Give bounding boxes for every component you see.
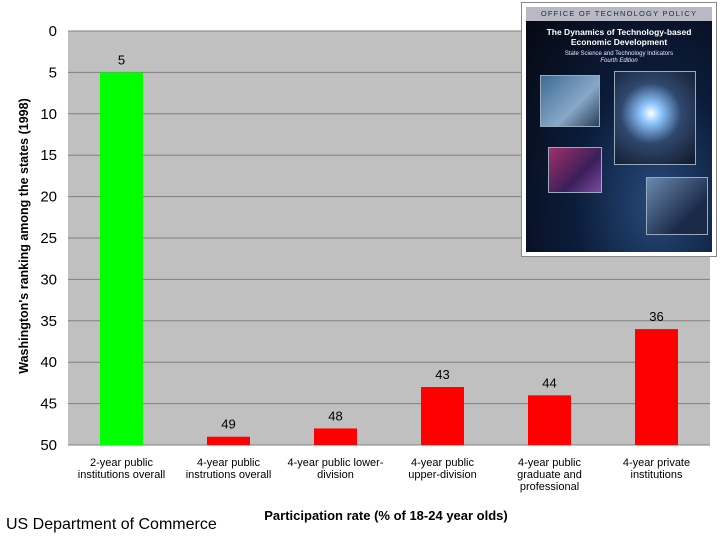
y-tick-labels: 0 5 10 15 20 25 30 35 40 45 50 xyxy=(40,23,57,454)
data-label: 49 xyxy=(221,417,235,432)
x-axis-title: Participation rate (% of 18-24 year olds… xyxy=(264,508,507,523)
y-tick-label: 20 xyxy=(40,189,57,206)
gridlines xyxy=(68,30,710,446)
y-tick-label: 40 xyxy=(40,354,57,371)
source-credit: US Department of Commerce xyxy=(6,516,217,533)
x-category-labels: 2-year public institutions overall 4-year … xyxy=(78,457,690,493)
x-category-label: 4-year public lower-division xyxy=(288,457,384,481)
cover-subtitle: State Science and Technology Indicators xyxy=(564,51,674,57)
x-category-label: 4-year public instrutions overall xyxy=(186,457,272,481)
bar xyxy=(100,72,143,446)
y-tick-label: 5 xyxy=(49,64,57,81)
data-label: 5 xyxy=(118,52,125,67)
y-axis-title: Washington's ranking among the states (1… xyxy=(17,98,31,373)
cover-edition: Fourth Edition xyxy=(600,58,638,64)
bar xyxy=(314,428,357,445)
cover-photo-robotics xyxy=(646,177,708,235)
cover-artwork: OFFICE OF TECHNOLOGY POLICY The Dynamics… xyxy=(526,7,712,252)
x-category-label: 4-year private institutions xyxy=(623,457,690,481)
cover-photo-lab xyxy=(540,75,600,127)
report-cover-image: OFFICE OF TECHNOLOGY POLICY The Dynamics… xyxy=(521,2,717,257)
x-category-label: 4-year public upper-division xyxy=(408,457,476,481)
x-category-label: 2-year public institutions overall xyxy=(78,457,165,481)
y-tick-label: 0 xyxy=(49,23,57,40)
cover-photo-biotech xyxy=(548,147,602,193)
data-labels: 5 49 48 43 44 36 xyxy=(118,52,664,431)
x-category-label: 4-year public graduate and professional xyxy=(517,457,582,493)
cover-photo-instrument xyxy=(614,71,696,165)
bar xyxy=(635,329,678,445)
y-tick-label: 30 xyxy=(40,271,57,288)
y-tick-label: 45 xyxy=(40,396,57,413)
y-tick-label: 25 xyxy=(40,230,57,247)
bar xyxy=(528,395,571,445)
data-label: 48 xyxy=(328,408,342,423)
y-tick-label: 15 xyxy=(40,147,57,164)
data-label: 44 xyxy=(542,375,556,390)
bar xyxy=(421,387,464,445)
y-tick-label: 35 xyxy=(40,313,57,330)
y-tick-label: 10 xyxy=(40,106,57,123)
bar xyxy=(207,436,250,445)
data-label: 36 xyxy=(649,309,663,324)
data-label: 43 xyxy=(435,367,449,382)
y-tick-label: 50 xyxy=(40,437,57,454)
cover-title: The Dynamics of Technology-based Economi… xyxy=(546,27,692,47)
cover-band: OFFICE OF TECHNOLOGY POLICY xyxy=(526,7,712,21)
bars xyxy=(100,72,678,446)
